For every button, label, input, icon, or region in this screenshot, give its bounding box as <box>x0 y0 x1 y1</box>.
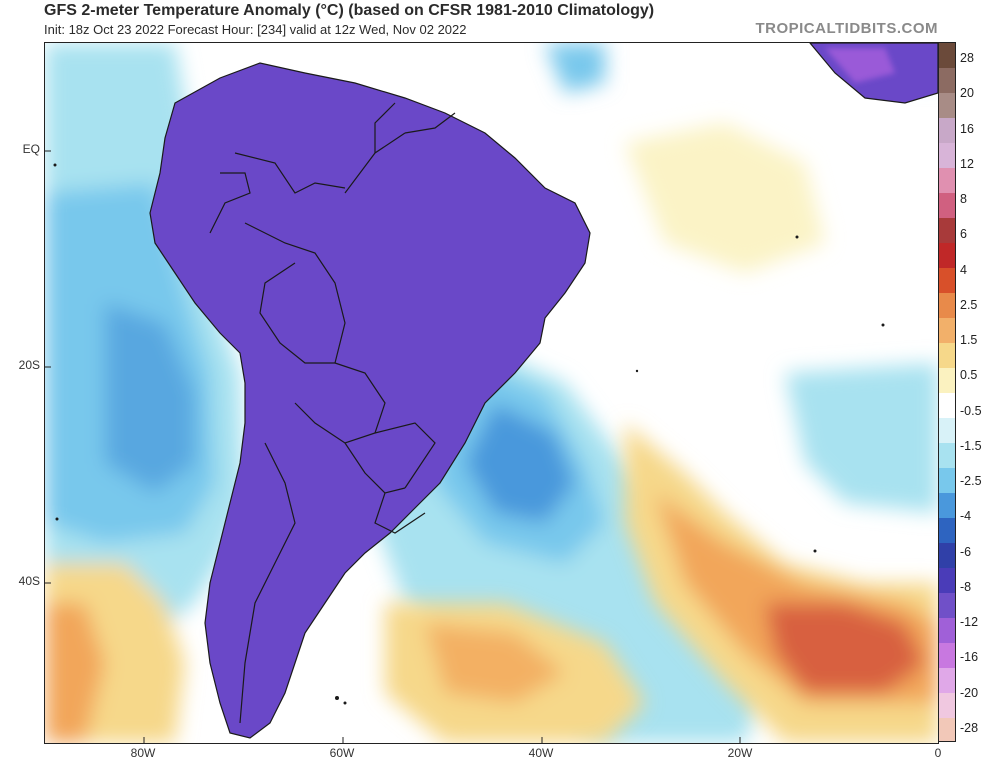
map-canvas <box>45 43 938 743</box>
legend-swatch <box>939 43 955 68</box>
legend-swatch <box>939 68 955 93</box>
lat-label-40s: 40S <box>18 574 40 588</box>
islands <box>53 163 885 705</box>
legend-swatch <box>939 468 955 493</box>
legend-swatch <box>939 668 955 693</box>
legend-swatch <box>939 618 955 643</box>
lon-label-0: 0 <box>934 746 942 760</box>
legend-swatch <box>939 143 955 168</box>
legend-swatch <box>939 718 955 741</box>
legend-swatch <box>939 693 955 718</box>
legend-label: -6 <box>960 544 972 559</box>
legend-label: -20 <box>960 685 979 700</box>
legend-swatch <box>939 318 955 343</box>
legend-label: -4 <box>960 509 972 524</box>
legend-label: -28 <box>960 721 979 735</box>
africa-corner <box>809 43 938 104</box>
legend-swatch <box>939 368 955 393</box>
legend-swatch <box>939 168 955 193</box>
legend-label: -8 <box>960 579 972 594</box>
legend-label: 6 <box>960 227 967 242</box>
legend-swatch <box>939 543 955 568</box>
brand-watermark: TROPICALTIDBITS.COM <box>755 20 938 37</box>
lon-label-60w: 60W <box>329 746 355 760</box>
legend-label: -12 <box>960 615 979 630</box>
legend-swatch <box>939 593 955 618</box>
graticule-ticks <box>45 150 741 743</box>
legend-swatch <box>939 418 955 443</box>
legend-label: -0.5 <box>960 403 982 418</box>
atlantic-warm-anomaly <box>385 123 938 743</box>
legend-swatch <box>939 93 955 118</box>
legend-swatch <box>939 118 955 143</box>
legend-swatch <box>939 493 955 518</box>
lon-label-80w: 80W <box>130 746 156 760</box>
legend-label: 8 <box>960 192 967 207</box>
legend-label: 1.5 <box>960 333 978 348</box>
legend-swatch <box>939 293 955 318</box>
legend-swatch <box>939 268 955 293</box>
legend-swatch <box>939 568 955 593</box>
legend-label: 16 <box>960 121 974 136</box>
legend-label: 2.5 <box>960 297 978 312</box>
legend-swatch <box>939 243 955 268</box>
lat-label-20s: 20S <box>18 358 40 372</box>
legend-swatch <box>939 218 955 243</box>
lon-label-20w: 20W <box>727 746 753 760</box>
legend-label: -2.5 <box>960 474 982 489</box>
legend-swatch <box>939 393 955 418</box>
legend-swatch <box>939 193 955 218</box>
legend-swatch <box>939 643 955 668</box>
country-borders <box>149 62 591 739</box>
legend-label: 0.5 <box>960 368 978 383</box>
legend-colorbar <box>938 42 956 742</box>
lon-label-40w: 40W <box>528 746 554 760</box>
legend-label: 4 <box>960 262 967 277</box>
legend-swatch <box>939 443 955 468</box>
legend-label: 12 <box>960 156 974 171</box>
legend-swatch <box>939 343 955 368</box>
legend-label: -1.5 <box>960 438 982 453</box>
anomaly-map <box>44 42 939 744</box>
legend-label: -16 <box>960 650 979 665</box>
map-title: GFS 2-meter Temperature Anomaly (°C) (ba… <box>44 2 655 19</box>
legend-label: 28 <box>960 51 974 65</box>
legend-label: 20 <box>960 86 974 101</box>
legend-swatch <box>939 518 955 543</box>
map-subtitle: Init: 18z Oct 23 2022 Forecast Hour: [23… <box>44 22 467 37</box>
lat-label-eq: EQ <box>22 142 40 156</box>
